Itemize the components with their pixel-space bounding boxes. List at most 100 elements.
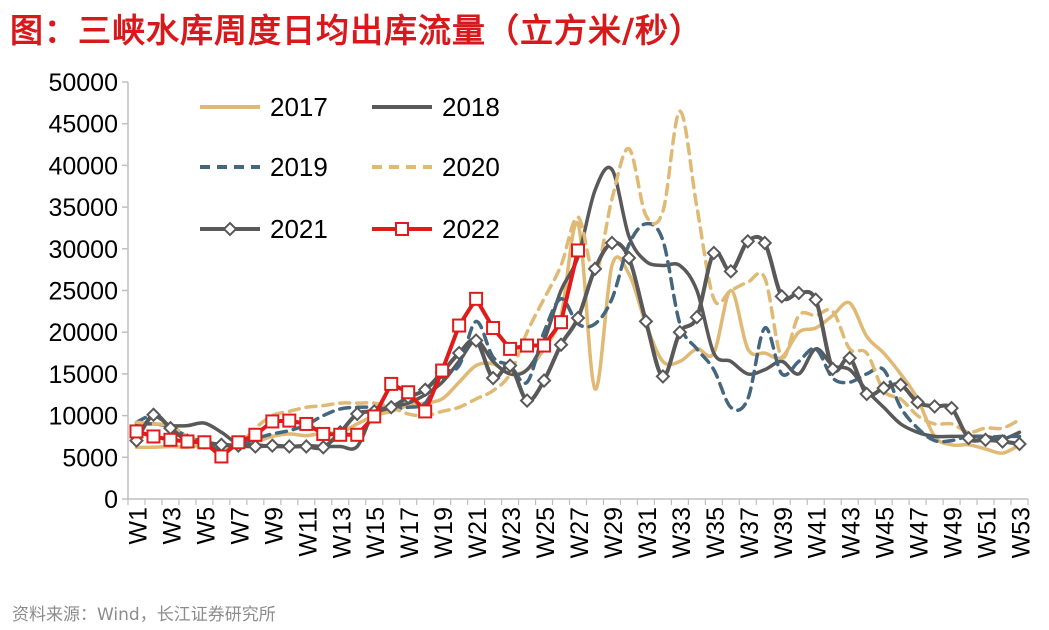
legend-label-2017: 2017 xyxy=(270,92,328,122)
x-tick-label: W49 xyxy=(940,507,968,558)
x-tick-label: W19 xyxy=(430,507,458,558)
legend-item-2021: 2021 xyxy=(200,214,328,244)
data-point-2022 xyxy=(248,427,263,442)
series-2018 xyxy=(134,165,1022,451)
data-point-2022 xyxy=(282,413,297,428)
y-tick-label: 45000 xyxy=(48,111,118,139)
data-point-2021 xyxy=(281,439,297,454)
data-point-2022 xyxy=(146,429,161,444)
data-point-2021 xyxy=(485,370,501,386)
data-point-2021 xyxy=(587,261,603,277)
data-point-2021 xyxy=(774,288,790,304)
data-point-2021 xyxy=(502,358,518,373)
data-point-2021 xyxy=(468,333,484,348)
data-point-2021 xyxy=(995,434,1010,449)
data-point-2022 xyxy=(333,427,348,442)
y-tick-label: 30000 xyxy=(48,236,118,264)
legend-item-2018: 2018 xyxy=(372,92,500,122)
data-point-2021 xyxy=(451,345,467,361)
data-point-2021 xyxy=(349,406,365,422)
data-point-2021 xyxy=(893,377,909,393)
x-tick-label: W51 xyxy=(974,507,1002,558)
legend: 2017 2018 2019 2020 2021 2022 xyxy=(200,92,500,244)
x-tick-label: W25 xyxy=(532,507,560,558)
legend-label-2018: 2018 xyxy=(442,92,500,122)
data-point-2022 xyxy=(452,318,467,333)
data-point-2021 xyxy=(247,439,263,454)
data-point-2021 xyxy=(536,373,552,388)
x-tick-label: W31 xyxy=(634,507,662,558)
series-2020 xyxy=(134,109,1022,449)
data-point-2021 xyxy=(417,382,433,398)
data-point-2021 xyxy=(672,324,688,340)
data-point-2022 xyxy=(299,416,314,431)
x-tick-label: W21 xyxy=(464,507,492,558)
y-tick-label: 5000 xyxy=(62,444,118,472)
x-tick-label: W15 xyxy=(362,507,390,558)
chart-title: 图：三峡水库周度日均出库流量（立方米/秒） xyxy=(10,11,704,50)
x-tick-label: W17 xyxy=(396,507,424,558)
legend-label-2020: 2020 xyxy=(442,152,500,182)
x-tick-label: W3 xyxy=(158,507,186,545)
y-tick-label: 35000 xyxy=(48,194,118,222)
legend-item-2017: 2017 xyxy=(200,92,328,122)
data-point-2021 xyxy=(553,337,569,353)
legend-item-2019: 2019 xyxy=(200,152,328,182)
data-point-2021 xyxy=(706,245,722,261)
data-point-2022 xyxy=(435,363,450,378)
legend-label-2019: 2019 xyxy=(270,152,328,182)
data-point-2021 xyxy=(978,432,993,448)
series-line-2018 xyxy=(134,165,1022,451)
data-point-2021 xyxy=(604,235,620,251)
y-tick-label: 10000 xyxy=(48,403,118,431)
x-tick-label: W23 xyxy=(498,507,526,558)
x-tick-label: W53 xyxy=(1008,507,1036,558)
data-point-2022 xyxy=(231,435,246,450)
y-axis: 0 5000 10000 15000 20000 25000 30000 35000 40000… xyxy=(48,69,129,514)
x-tick-label: W37 xyxy=(736,507,764,558)
series-2019 xyxy=(134,221,1022,452)
data-point-2022 xyxy=(265,414,280,429)
x-tick-label: W9 xyxy=(260,507,288,545)
x-tick-label: W27 xyxy=(566,507,594,558)
data-point-2022 xyxy=(163,432,178,447)
data-point-2021 xyxy=(383,399,399,415)
data-point-2022 xyxy=(350,427,365,442)
series-line-2019 xyxy=(134,221,1022,452)
data-point-2021 xyxy=(146,407,161,423)
data-point-2021 xyxy=(944,400,959,416)
data-point-2022 xyxy=(316,426,331,441)
data-point-2021 xyxy=(570,310,586,326)
x-tick-label: W7 xyxy=(226,507,254,545)
x-tick-label: W45 xyxy=(872,507,900,558)
x-axis: W1 W3 W5 W7 W9 W11 W13 W15 W17 W19 W21 W23 W25 W27 W29… xyxy=(124,498,1036,558)
data-point-2021 xyxy=(876,380,892,396)
x-tick-label: W13 xyxy=(328,507,356,558)
data-point-2021 xyxy=(825,361,841,377)
y-tick-label: 40000 xyxy=(48,152,118,180)
data-point-2021 xyxy=(808,292,824,308)
data-point-2021 xyxy=(519,393,535,409)
source-note: 资料来源：Wind，长江证券研究所 xyxy=(12,605,276,625)
data-point-2021 xyxy=(315,439,331,455)
legend-label-2021: 2021 xyxy=(270,214,328,244)
data-point-2021 xyxy=(740,233,756,249)
x-tick-label: W5 xyxy=(192,507,220,545)
x-tick-label: W41 xyxy=(804,507,832,558)
y-tick-label: 0 xyxy=(104,486,118,514)
x-tick-label: W39 xyxy=(770,507,798,558)
data-point-2021 xyxy=(842,350,858,366)
data-point-2021 xyxy=(655,368,671,384)
x-tick-label: W43 xyxy=(838,507,866,558)
series-2021 xyxy=(129,233,1027,455)
data-point-2021 xyxy=(757,235,773,251)
data-point-2021 xyxy=(621,250,637,266)
x-tick-label: W35 xyxy=(702,507,730,558)
x-tick-label: W11 xyxy=(294,507,322,557)
data-point-2021 xyxy=(927,399,943,414)
data-point-2021 xyxy=(859,386,875,402)
data-point-2021 xyxy=(723,263,739,279)
data-point-2021 xyxy=(910,394,926,410)
data-point-2021 xyxy=(264,438,280,454)
data-point-2022 xyxy=(503,341,518,356)
